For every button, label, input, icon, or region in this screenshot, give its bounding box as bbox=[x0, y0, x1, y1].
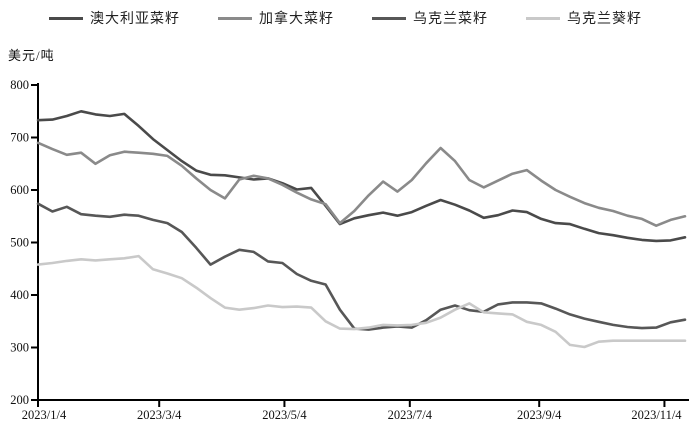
y-tick-label: 800 bbox=[10, 78, 29, 92]
legend-label: 澳大利亚菜籽 bbox=[90, 12, 180, 27]
legend-line-swatch-canadian-rapeseed bbox=[218, 16, 252, 20]
line-australian-rapeseed bbox=[36, 110, 687, 243]
y-tick-label: 300 bbox=[10, 341, 29, 355]
legend-item-ukrainian-sunflower: 乌克兰葵籽 bbox=[526, 8, 642, 28]
y-axis-unit-label: 美元/吨 bbox=[8, 48, 55, 63]
x-tick-label: 2023/7/4 bbox=[388, 408, 433, 422]
legend-item-canadian-rapeseed: 加拿大菜籽 bbox=[218, 8, 334, 28]
legend-line-swatch-ukrainian-sunflower bbox=[526, 16, 560, 20]
x-tick-label: 2023/1/4 bbox=[22, 408, 67, 422]
legend-item-australian-rapeseed: 澳大利亚菜籽 bbox=[49, 8, 180, 28]
x-tick-label: 2023/3/4 bbox=[137, 408, 182, 422]
legend-label: 乌克兰葵籽 bbox=[567, 12, 642, 27]
y-tick-label: 600 bbox=[10, 183, 29, 197]
y-tick-label: 400 bbox=[10, 288, 29, 302]
line-ukrainian-sunflower bbox=[36, 254, 687, 349]
y-tick-label: 500 bbox=[10, 236, 29, 250]
y-tick-label: 700 bbox=[10, 131, 29, 145]
x-tick-label: 2023/5/4 bbox=[262, 408, 307, 422]
line-canadian-rapeseed bbox=[36, 141, 687, 227]
legend: 澳大利亚菜籽 加拿大菜籽 乌克兰菜籽 乌克兰葵籽 bbox=[0, 8, 691, 28]
legend-item-ukrainian-rapeseed: 乌克兰菜籽 bbox=[372, 8, 488, 28]
legend-label: 加拿大菜籽 bbox=[259, 12, 334, 27]
x-tick-label: 2023/11/4 bbox=[631, 408, 682, 422]
x-tick-label: 2023/9/4 bbox=[517, 408, 562, 422]
legend-line-swatch-ukrainian-rapeseed bbox=[372, 16, 406, 20]
line-ukrainian-rapeseed bbox=[36, 202, 687, 331]
y-tick-label: 200 bbox=[10, 393, 29, 407]
legend-line-swatch-australian-rapeseed bbox=[49, 16, 83, 20]
legend-label: 乌克兰菜籽 bbox=[413, 12, 488, 27]
